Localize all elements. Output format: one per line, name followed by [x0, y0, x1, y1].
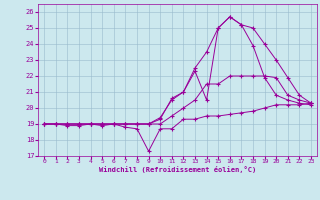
X-axis label: Windchill (Refroidissement éolien,°C): Windchill (Refroidissement éolien,°C) [99, 166, 256, 173]
